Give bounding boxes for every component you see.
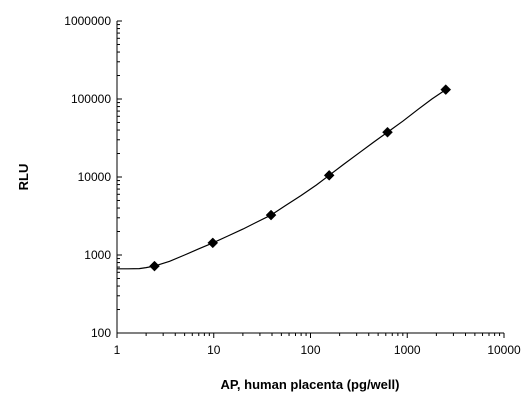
plot-area: 100 1000 10000 100000 1000000 1 10 100 1000 1000…	[64, 14, 521, 357]
x-axis-title: AP, human placenta (pg/well)	[221, 377, 400, 392]
x-tick-label: 10	[207, 343, 221, 357]
x-axis-ticks	[116, 333, 505, 338]
data-point	[149, 260, 160, 272]
y-tick-label: 100000	[71, 92, 111, 106]
data-point	[440, 84, 452, 95]
x-axis-tick-labels: 1 10 100 1000 10000	[114, 343, 521, 357]
y-tick-label: 10000	[78, 170, 112, 184]
data-point	[323, 169, 335, 181]
x-tick-label: 1000	[394, 343, 421, 357]
data-point	[265, 209, 277, 221]
y-tick-label: 1000000	[64, 14, 111, 28]
data-point	[207, 237, 219, 249]
data-point-markers	[149, 84, 452, 272]
y-axis-ticks	[117, 20, 122, 334]
y-axis-title: RLU	[16, 164, 31, 191]
y-tick-label: 100	[91, 326, 111, 340]
x-tick-label: 10000	[487, 343, 521, 357]
y-tick-label: 1000	[84, 248, 111, 262]
data-point	[382, 126, 393, 138]
y-axis-tick-labels: 100 1000 10000 100000 1000000	[64, 14, 111, 340]
fit-curve-line	[117, 89, 447, 270]
x-tick-label: 100	[300, 343, 320, 357]
x-tick-label: 1	[114, 343, 121, 357]
